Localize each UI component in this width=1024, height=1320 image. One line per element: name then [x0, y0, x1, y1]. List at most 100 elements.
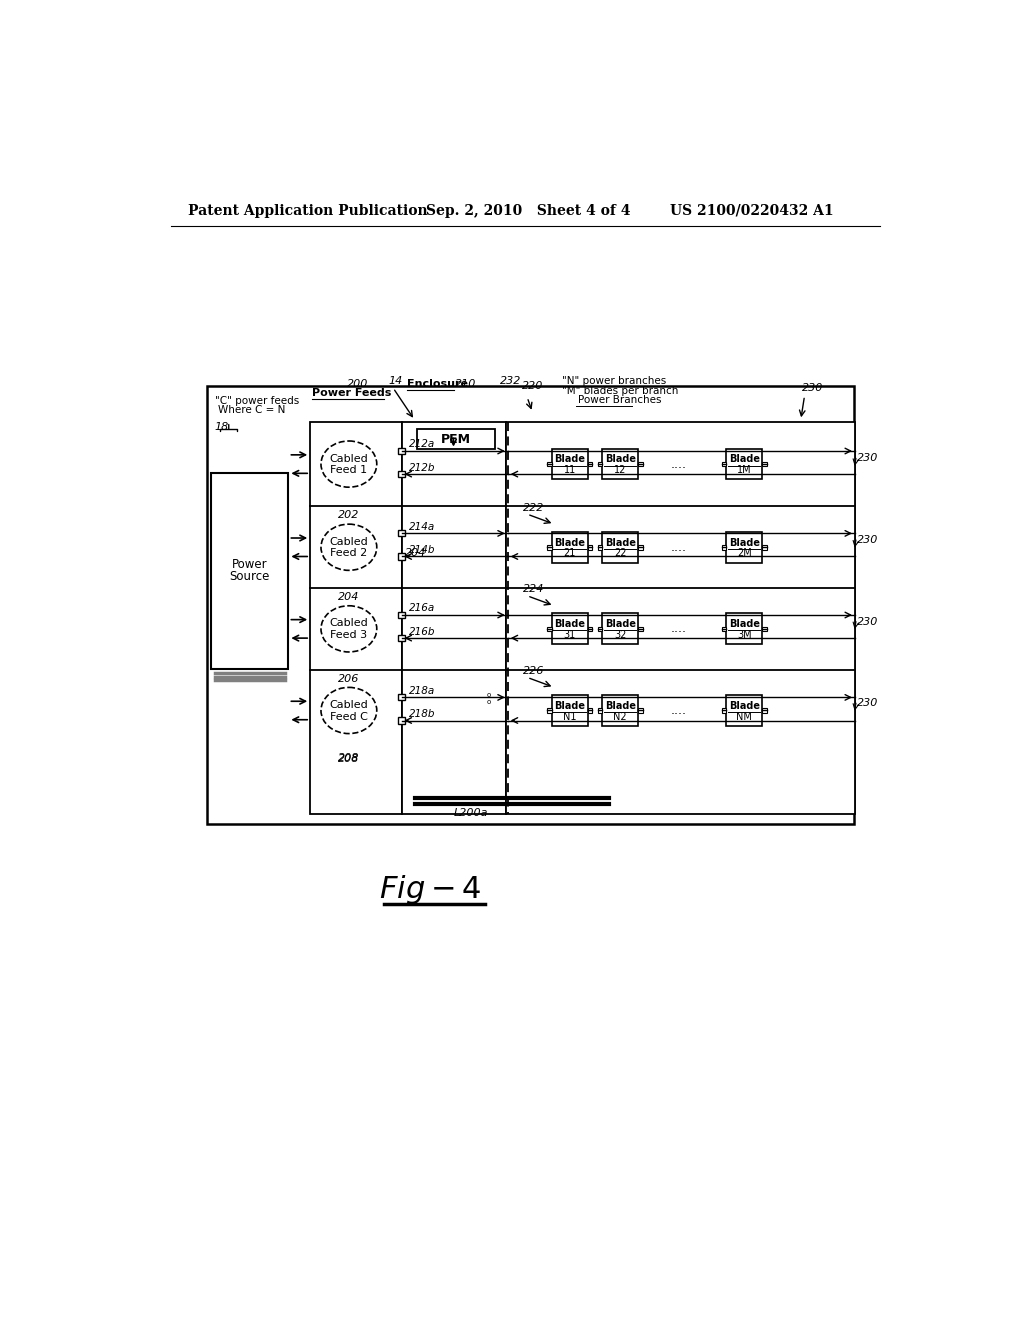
Text: Blade: Blade [604, 619, 636, 630]
Text: Where C = N: Where C = N [218, 405, 286, 414]
Text: 2M: 2M [736, 548, 752, 558]
Bar [602, 532, 638, 562]
Bar [602, 449, 638, 479]
Text: Enclosure: Enclosure [407, 379, 468, 389]
Text: Blade: Blade [729, 701, 760, 711]
Text: Power: Power [231, 558, 267, 572]
Text: 208: 208 [338, 755, 359, 764]
Bar [398, 694, 404, 701]
Text: 224: 224 [523, 585, 545, 594]
Text: 11: 11 [563, 465, 575, 475]
Ellipse shape [321, 441, 377, 487]
Bar [726, 449, 762, 479]
Bar [762, 708, 767, 713]
Bar [722, 462, 726, 466]
Text: ....: .... [671, 458, 686, 471]
Bar [598, 627, 602, 631]
Text: 220: 220 [521, 381, 543, 391]
Text: Patent Application Publication: Patent Application Publication [188, 203, 428, 218]
Text: Source: Source [229, 570, 270, 583]
Bar [547, 462, 552, 466]
Bar [726, 614, 762, 644]
Text: Cabled: Cabled [330, 619, 369, 628]
Text: Cabled: Cabled [330, 454, 369, 463]
Text: "N" power branches: "N" power branches [562, 376, 667, 387]
Bar [398, 635, 404, 642]
Text: PEM: PEM [440, 433, 471, 446]
Text: Sep. 2, 2010   Sheet 4 of 4: Sep. 2, 2010 Sheet 4 of 4 [426, 203, 631, 218]
Text: 214b: 214b [410, 545, 436, 554]
Text: Blade: Blade [604, 537, 636, 548]
Bar [762, 545, 767, 549]
Bar [398, 718, 404, 723]
Text: 216a: 216a [410, 603, 435, 614]
Bar [398, 471, 404, 477]
Bar [722, 708, 726, 713]
Text: ....: .... [671, 541, 686, 554]
Text: Blade: Blade [554, 537, 586, 548]
Bar [588, 462, 592, 466]
Text: Cabled: Cabled [330, 700, 369, 710]
Text: Blade: Blade [554, 701, 586, 711]
Bar [726, 532, 762, 562]
Bar [547, 545, 552, 549]
Bar [211, 473, 289, 669]
Text: Blade: Blade [604, 454, 636, 465]
Text: N1: N1 [563, 711, 577, 722]
Bar [588, 708, 592, 713]
Text: Blade: Blade [554, 454, 586, 465]
Bar [638, 708, 643, 713]
Text: 206: 206 [338, 673, 359, 684]
Ellipse shape [321, 606, 377, 652]
Bar [398, 612, 404, 618]
Bar [588, 545, 592, 549]
Text: Feed 2: Feed 2 [331, 548, 368, 558]
Text: 14: 14 [388, 376, 402, 385]
Text: Feed 1: Feed 1 [331, 465, 368, 475]
Bar [598, 462, 602, 466]
Text: 216b: 216b [410, 627, 436, 636]
Text: 232: 232 [500, 376, 521, 385]
Text: 230: 230 [856, 453, 878, 463]
Bar [638, 627, 643, 631]
Bar [726, 696, 762, 726]
Bar [722, 545, 726, 549]
Text: 218b: 218b [410, 709, 436, 719]
Bar [552, 696, 588, 726]
Bar [401, 422, 506, 814]
Bar [417, 429, 495, 449]
Text: 204: 204 [404, 548, 426, 558]
Text: 212a: 212a [410, 440, 435, 449]
Text: 3M: 3M [737, 630, 752, 640]
Bar [762, 627, 767, 631]
Text: 226: 226 [523, 665, 545, 676]
Bar [598, 708, 602, 713]
Text: 210: 210 [455, 379, 476, 389]
Text: L200a: L200a [454, 808, 488, 817]
Bar [638, 462, 643, 466]
Text: 18: 18 [215, 422, 229, 432]
Bar [602, 614, 638, 644]
Text: ....: .... [671, 622, 686, 635]
Text: 1M: 1M [737, 465, 752, 475]
Text: 218a: 218a [410, 686, 435, 696]
Text: 21: 21 [563, 548, 575, 558]
Bar [207, 385, 854, 825]
Text: Cabled: Cabled [330, 537, 369, 546]
Text: Power Feeds: Power Feeds [312, 388, 392, 397]
Bar [506, 422, 855, 814]
Text: 230: 230 [802, 383, 823, 393]
Bar [398, 531, 404, 536]
Text: 200: 200 [347, 379, 369, 389]
Text: 212b: 212b [410, 462, 436, 473]
Text: N2: N2 [613, 711, 627, 722]
Text: 22: 22 [613, 548, 627, 558]
Text: 32: 32 [614, 630, 627, 640]
Text: Blade: Blade [604, 701, 636, 711]
Bar [547, 627, 552, 631]
Text: Feed 3: Feed 3 [331, 630, 368, 640]
Bar [598, 545, 602, 549]
Bar [547, 708, 552, 713]
Text: 214a: 214a [410, 521, 435, 532]
Text: "C" power feeds: "C" power feeds [215, 396, 299, 405]
